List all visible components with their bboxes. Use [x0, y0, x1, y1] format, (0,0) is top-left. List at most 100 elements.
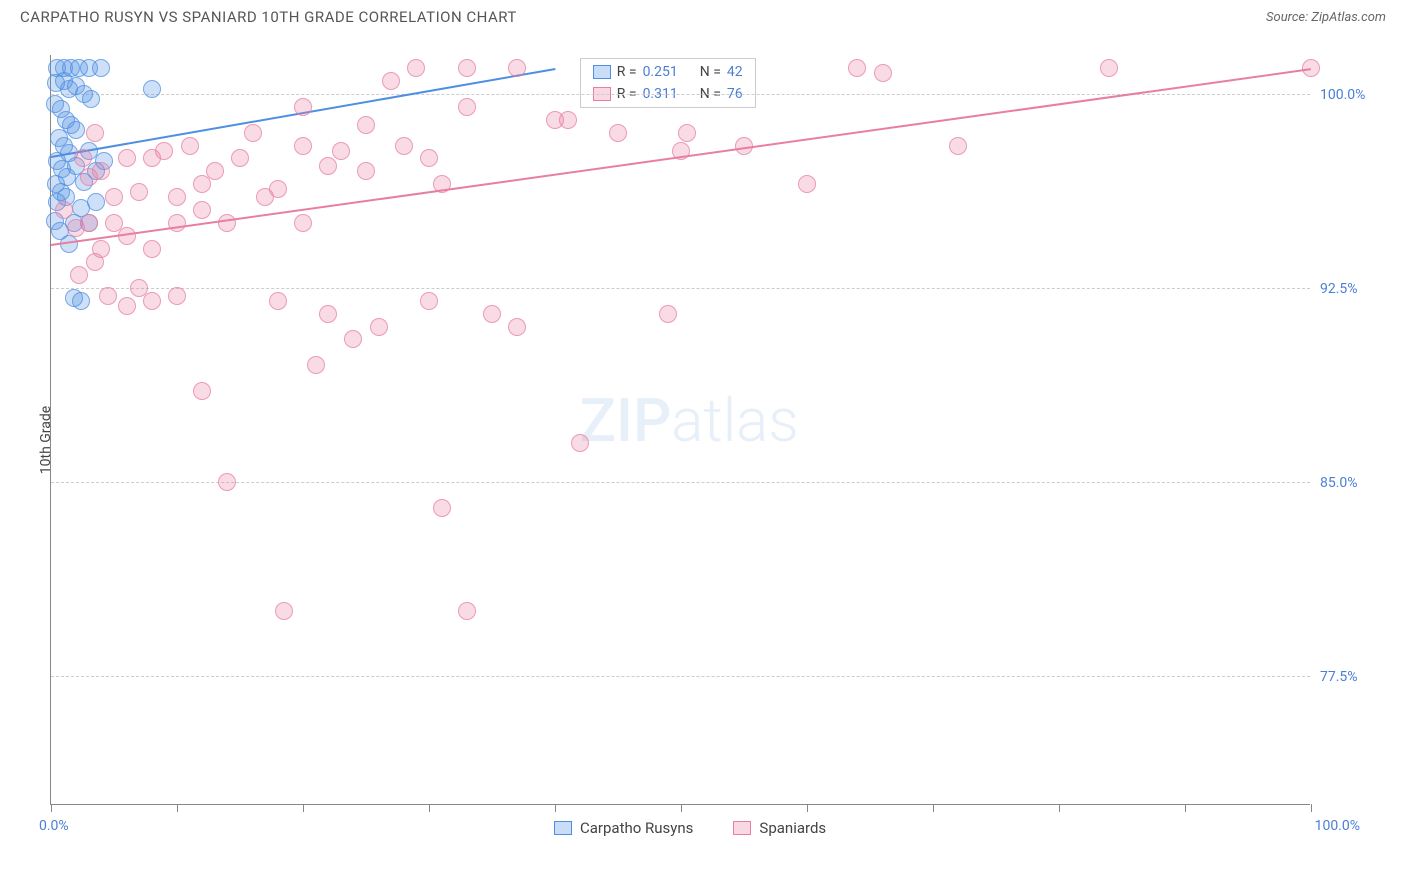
scatter-point — [74, 149, 92, 167]
scatter-point — [275, 602, 293, 620]
watermark-bold: ZIP — [580, 385, 671, 456]
scatter-point — [458, 602, 476, 620]
scatter-point — [420, 292, 438, 310]
series-legend-label: Spaniards — [759, 819, 826, 837]
x-tick — [807, 804, 808, 812]
scatter-point — [105, 188, 123, 206]
correlation-legend: R =0.251N =42R =0.311N =76 — [580, 58, 756, 108]
gridline: 85.0% — [51, 482, 1310, 483]
scatter-point — [231, 149, 249, 167]
scatter-point — [218, 214, 236, 232]
scatter-point — [92, 240, 110, 258]
scatter-point — [269, 180, 287, 198]
scatter-point — [571, 434, 589, 452]
n-label: N = — [700, 64, 721, 80]
series-legend-label: Carpatho Rusyns — [580, 819, 693, 837]
chart-header: CARPATHO RUSYN VS SPANIARD 10TH GRADE CO… — [0, 0, 1406, 30]
legend-swatch — [554, 821, 572, 835]
scatter-point — [143, 80, 161, 98]
scatter-point — [949, 137, 967, 155]
scatter-point — [559, 111, 577, 129]
series-legend: Carpatho Rusyns Spaniards — [554, 819, 826, 837]
legend-swatch — [593, 65, 611, 79]
scatter-point — [357, 162, 375, 180]
scatter-point — [269, 292, 287, 310]
scatter-point — [458, 98, 476, 116]
r-value: 0.251 — [643, 64, 678, 80]
y-tick-label: 100.0% — [1320, 87, 1365, 103]
scatter-point — [181, 137, 199, 155]
scatter-point — [55, 201, 73, 219]
scatter-point — [609, 124, 627, 142]
scatter-point — [92, 162, 110, 180]
x-axis-max-label: 100.0% — [1315, 818, 1360, 834]
series-legend-item: Carpatho Rusyns — [554, 819, 693, 837]
correlation-legend-row: R =0.251N =42 — [581, 61, 755, 83]
scatter-point — [678, 124, 696, 142]
scatter-point — [294, 98, 312, 116]
x-tick — [177, 804, 178, 812]
scatter-point — [294, 214, 312, 232]
scatter-point — [357, 116, 375, 134]
scatter-point — [332, 142, 350, 160]
scatter-point — [72, 292, 90, 310]
scatter-point — [244, 124, 262, 142]
scatter-point — [193, 382, 211, 400]
gridline: 92.5% — [51, 288, 1310, 289]
y-tick-label: 85.0% — [1320, 475, 1358, 491]
scatter-point — [82, 90, 100, 108]
plot-area: ZIPatlas R =0.251N =42R =0.311N =76 0.0%… — [50, 55, 1310, 805]
scatter-point — [168, 188, 186, 206]
scatter-point — [1100, 59, 1118, 77]
x-tick — [1311, 804, 1312, 812]
scatter-point — [420, 149, 438, 167]
scatter-point — [168, 214, 186, 232]
scatter-point — [407, 59, 425, 77]
scatter-point — [118, 149, 136, 167]
watermark-light: atlas — [671, 385, 799, 456]
chart-container: 10th Grade ZIPatlas R =0.251N =42R =0.31… — [50, 55, 1390, 825]
scatter-point — [86, 124, 104, 142]
scatter-point — [483, 305, 501, 323]
y-tick-label: 77.5% — [1320, 669, 1358, 685]
scatter-point — [218, 473, 236, 491]
scatter-point — [874, 64, 892, 82]
scatter-point — [92, 59, 110, 77]
scatter-point — [143, 292, 161, 310]
x-tick — [681, 804, 682, 812]
scatter-point — [143, 240, 161, 258]
scatter-point — [848, 59, 866, 77]
scatter-point — [344, 330, 362, 348]
scatter-point — [319, 305, 337, 323]
scatter-point — [508, 59, 526, 77]
scatter-point — [70, 266, 88, 284]
x-tick — [1185, 804, 1186, 812]
scatter-point — [798, 175, 816, 193]
x-axis-min-label: 0.0% — [39, 818, 69, 834]
n-value: 42 — [727, 64, 743, 80]
scatter-point — [307, 356, 325, 374]
scatter-point — [99, 287, 117, 305]
x-tick — [303, 804, 304, 812]
scatter-point — [130, 183, 148, 201]
scatter-point — [118, 297, 136, 315]
scatter-point — [168, 287, 186, 305]
scatter-point — [433, 499, 451, 517]
scatter-point — [319, 157, 337, 175]
watermark: ZIPatlas — [580, 385, 799, 456]
scatter-point — [193, 201, 211, 219]
scatter-point — [155, 142, 173, 160]
x-tick — [933, 804, 934, 812]
x-tick — [555, 804, 556, 812]
gridline: 77.5% — [51, 676, 1310, 677]
scatter-point — [395, 137, 413, 155]
legend-swatch — [733, 821, 751, 835]
scatter-point — [458, 59, 476, 77]
chart-title: CARPATHO RUSYN VS SPANIARD 10TH GRADE CO… — [20, 8, 517, 26]
scatter-point — [67, 121, 85, 139]
scatter-point — [382, 72, 400, 90]
series-legend-item: Spaniards — [733, 819, 826, 837]
scatter-point — [508, 318, 526, 336]
y-tick-label: 92.5% — [1320, 281, 1358, 297]
x-tick — [1059, 804, 1060, 812]
